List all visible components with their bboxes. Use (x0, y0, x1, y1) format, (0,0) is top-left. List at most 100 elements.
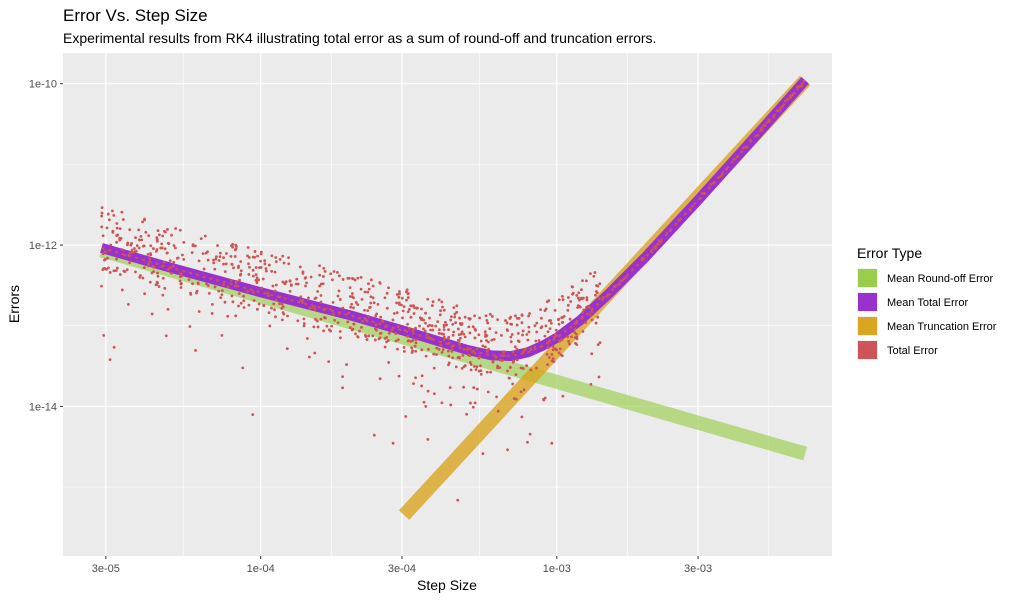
total-error-point (137, 238, 141, 242)
total-error-point (356, 276, 360, 280)
total-error-point (214, 255, 218, 258)
total-error-point (456, 498, 460, 502)
total-error-point (294, 282, 298, 286)
total-error-point (114, 269, 118, 272)
total-error-point (414, 338, 418, 342)
total-error-point (374, 327, 377, 331)
total-error-point (270, 269, 274, 273)
total-error-point (314, 317, 317, 321)
total-error-point (589, 272, 592, 276)
total-error-point (449, 403, 453, 407)
total-error-point (138, 274, 142, 277)
total-error-point (336, 294, 340, 298)
total-error-point (288, 289, 292, 293)
total-error-point (469, 368, 473, 372)
total-error-point (494, 331, 498, 335)
total-error-point (555, 334, 558, 338)
total-error-point (182, 241, 186, 244)
total-error-point (237, 292, 241, 295)
total-error-point (273, 270, 277, 274)
total-error-point (522, 388, 526, 392)
total-error-point (348, 326, 352, 329)
total-error-point (255, 281, 259, 285)
total-error-point (232, 266, 235, 270)
total-error-point (191, 243, 195, 246)
total-error-point (239, 269, 243, 273)
y-axis: 1e-10 1e-12 1e-14 (29, 79, 63, 413)
total-error-point (233, 248, 237, 252)
total-error-point (509, 322, 513, 326)
x-tick-label: 1e-04 (247, 563, 275, 575)
total-error-point (298, 265, 302, 269)
total-error-point (395, 293, 399, 296)
total-error-point (197, 259, 201, 263)
total-error-point (257, 302, 261, 306)
total-error-point (148, 257, 152, 261)
total-error-point (533, 324, 537, 328)
total-error-point (217, 289, 221, 293)
total-error-point (577, 298, 581, 302)
total-error-point (170, 233, 173, 237)
total-error-point (490, 314, 494, 318)
total-error-point (444, 320, 447, 324)
legend: Error Type Mean Round-off Error Mean Tota… (857, 245, 997, 360)
total-error-point (484, 335, 487, 338)
total-error-point (582, 308, 586, 312)
total-error-point (278, 258, 282, 261)
total-error-point (287, 256, 290, 260)
total-error-point (165, 251, 169, 255)
total-error-point (496, 366, 499, 370)
total-error-point (155, 280, 159, 284)
total-error-point (420, 348, 424, 352)
total-error-point (318, 284, 322, 288)
x-tick-label: 1e-03 (543, 563, 571, 575)
total-error-point (301, 271, 305, 275)
total-error-point (440, 401, 444, 405)
total-error-point (288, 279, 292, 283)
total-error-point (409, 315, 413, 319)
total-error-point (319, 294, 323, 297)
total-error-point (214, 257, 218, 261)
total-error-point (454, 365, 458, 369)
total-error-point (156, 271, 159, 275)
total-error-point (424, 354, 428, 358)
total-error-point (428, 316, 431, 320)
total-error-point (152, 265, 156, 269)
total-error-point (577, 291, 581, 295)
total-error-point (371, 296, 375, 300)
total-error-point (543, 309, 547, 313)
x-axis-title: Step Size (417, 577, 477, 593)
total-error-point (458, 342, 461, 346)
total-error-point (230, 244, 233, 248)
total-error-point (657, 239, 661, 243)
total-error-point (273, 289, 277, 293)
total-error-point (576, 296, 580, 300)
total-error-point (434, 324, 438, 328)
total-error-point (474, 368, 478, 371)
total-error-point (406, 322, 409, 326)
total-error-point (188, 325, 192, 328)
total-error-point (285, 347, 289, 351)
total-error-point (351, 276, 354, 280)
total-error-point (115, 226, 119, 230)
total-error-point (146, 252, 150, 256)
total-error-point (435, 353, 438, 356)
total-error-point (101, 234, 105, 238)
total-error-point (238, 278, 241, 282)
total-error-point (484, 345, 487, 349)
total-error-point (125, 268, 129, 272)
total-error-point (316, 290, 320, 293)
total-error-point (496, 409, 500, 413)
total-error-point (159, 246, 163, 250)
total-error-point (222, 262, 225, 266)
total-error-point (261, 277, 265, 281)
total-error-point (289, 284, 293, 287)
total-error-point (128, 261, 132, 264)
total-error-point (308, 306, 312, 310)
total-error-point (206, 284, 210, 288)
total-error-point (230, 294, 234, 298)
x-tick-label: 3e-04 (388, 563, 416, 575)
plot-panel (63, 53, 832, 556)
total-error-point (430, 324, 434, 328)
total-error-point (594, 321, 598, 325)
